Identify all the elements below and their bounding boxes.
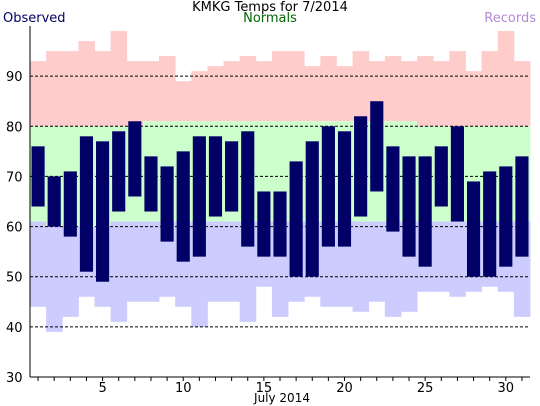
record-low-band (126, 221, 144, 302)
record-high-band (110, 31, 128, 127)
observed-bar (257, 191, 271, 257)
record-high-band (94, 51, 112, 127)
record-low-band (142, 221, 160, 302)
observed-bar (515, 156, 529, 257)
observed-bar (273, 191, 287, 257)
observed-bar (499, 166, 513, 267)
observed-bar (483, 171, 497, 277)
record-high-band (239, 56, 257, 122)
observed-bar (47, 176, 61, 227)
record-high-band (384, 56, 402, 122)
record-high-band (481, 51, 499, 127)
y-tick-label: 40 (6, 321, 23, 336)
legend-normals: Normals (243, 11, 297, 26)
observed-bar (370, 101, 384, 192)
x-axis-label: July 2014 (254, 391, 310, 405)
record-high-band (78, 41, 95, 127)
observed-bar (241, 131, 255, 247)
observed-bar (160, 166, 174, 242)
observed-bar (176, 151, 190, 262)
record-high-band (271, 51, 289, 122)
y-tick-label: 80 (6, 120, 23, 135)
observed-bar (321, 126, 335, 247)
observed-bar (96, 141, 110, 282)
legend-records: Records (484, 11, 536, 26)
record-high-band (288, 51, 305, 122)
record-low-band (223, 221, 241, 302)
observed-bar (112, 131, 126, 212)
record-high-band (223, 61, 241, 122)
observed-bar (63, 171, 77, 237)
observed-bar (192, 136, 206, 257)
x-tick-label: 30 (498, 381, 515, 396)
record-high-band (46, 51, 63, 127)
y-tick-label: 70 (6, 170, 23, 185)
record-high-band (417, 56, 434, 127)
record-high-band (304, 66, 321, 122)
record-high-band (352, 51, 370, 122)
observed-bar (466, 181, 481, 277)
record-low-band (62, 226, 79, 317)
y-tick-label: 60 (6, 221, 23, 236)
record-high-band (433, 61, 450, 127)
record-high-band (497, 31, 515, 127)
observed-bar (79, 136, 94, 272)
record-high-band (207, 66, 224, 122)
y-tick-label: 90 (6, 70, 23, 85)
observed-bar (402, 156, 416, 257)
record-high-band (400, 61, 418, 122)
x-tick-label: 25 (417, 381, 434, 396)
record-low-band (110, 221, 128, 322)
record-low-band (449, 221, 466, 297)
record-high-band (465, 71, 483, 127)
record-high-band (175, 81, 192, 122)
observed-bar (337, 131, 352, 247)
record-low-band (352, 221, 370, 312)
observed-bar (450, 126, 464, 222)
record-high-band (126, 61, 144, 127)
record-low-band (433, 221, 450, 292)
record-low-band (207, 221, 224, 302)
observed-bar (305, 141, 319, 277)
observed-bar (208, 136, 223, 217)
record-high-band (449, 51, 466, 127)
record-high-band (62, 51, 79, 127)
observed-bar (386, 146, 400, 232)
observed-bar (354, 116, 368, 217)
observed-bar (31, 146, 45, 207)
record-low-band (30, 221, 47, 307)
chart-title: KMKG Temps for 7/2014 (192, 0, 348, 15)
y-tick-label: 50 (6, 271, 23, 286)
observed-bar (434, 146, 448, 207)
record-low-band (46, 226, 63, 332)
record-high-band (320, 56, 337, 122)
x-tick-label: 15 (256, 381, 273, 396)
x-tick-label: 5 (98, 381, 106, 396)
record-low-band (368, 221, 386, 302)
observed-bar (144, 156, 158, 212)
observed-bar (225, 141, 239, 212)
y-tick-label: 30 (6, 371, 23, 386)
legend-observed: Observed (3, 11, 66, 26)
record-high-band (191, 71, 208, 122)
record-high-band (159, 56, 176, 122)
record-high-band (255, 61, 273, 122)
record-high-band (30, 61, 47, 127)
record-low-band (384, 221, 402, 317)
x-tick-label: 20 (336, 381, 353, 396)
observed-bar (128, 121, 142, 197)
record-high-band (142, 61, 160, 122)
record-high-band (336, 66, 353, 122)
observed-bar (289, 161, 303, 277)
observed-bar (418, 156, 432, 267)
record-high-band (513, 61, 531, 127)
x-tick-label: 10 (175, 381, 192, 396)
